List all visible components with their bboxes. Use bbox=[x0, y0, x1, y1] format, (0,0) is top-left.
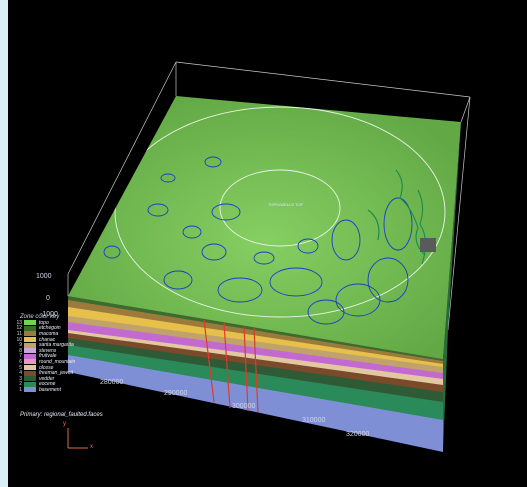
legend-item-label: freeman_jewett bbox=[39, 370, 74, 377]
legend-item-label: basement bbox=[39, 386, 61, 393]
legend-item: 8 stevens bbox=[16, 348, 126, 354]
legend-item-label: chanac bbox=[39, 336, 56, 343]
legend-item-label: santa margarita bbox=[39, 342, 74, 349]
depth-label: -1000 bbox=[40, 311, 58, 318]
axis-y-label: y bbox=[63, 421, 66, 427]
legend-item-number: 7 bbox=[19, 353, 22, 360]
legend-item: 3 vedder bbox=[16, 376, 126, 382]
legend-item-label: macoma bbox=[39, 330, 59, 337]
depth-label: 1000 bbox=[36, 273, 52, 280]
legend-item-label: olcese bbox=[39, 364, 54, 371]
depth-axis: 1000 0 -1000 bbox=[36, 273, 58, 318]
easting-tick: 320000 bbox=[346, 431, 369, 438]
primary-surface-label: Primary: regional_faulted.faces bbox=[20, 412, 103, 418]
axis-x-label: x bbox=[90, 444, 93, 450]
easting-tick: 310000 bbox=[302, 417, 325, 424]
geologic-model-scene[interactable]: TOPO/WELLS TOP 1000 0 -1000 280000 29000… bbox=[8, 0, 527, 487]
legend-swatch bbox=[24, 381, 36, 387]
legend-swatch bbox=[24, 325, 36, 331]
well-marker-label: TOPO/WELLS TOP bbox=[268, 202, 303, 207]
topography-surface[interactable]: TOPO/WELLS TOP bbox=[68, 96, 461, 359]
legend-item-number: 13 bbox=[16, 319, 22, 326]
legend-item-label: vedder bbox=[39, 375, 55, 382]
legend-item: 5 olcese bbox=[16, 365, 126, 371]
legend-swatch bbox=[24, 353, 36, 359]
axis-triad bbox=[67, 428, 88, 449]
legend-item: 10 chanac bbox=[16, 337, 126, 343]
legend-item: 2 eocene bbox=[16, 381, 126, 388]
legend-item-number: 1 bbox=[19, 386, 22, 393]
legend-swatch bbox=[24, 348, 36, 354]
legend-item-number: 6 bbox=[19, 358, 22, 365]
legend-swatch bbox=[24, 331, 36, 337]
legend-swatch bbox=[24, 365, 36, 371]
legend-item: 12 etchegoin bbox=[16, 325, 126, 332]
legend-item-label: topo bbox=[39, 319, 49, 326]
legend-item-number: 8 bbox=[19, 347, 22, 354]
easting-axis: 280000 290000 300000 310000 320000 bbox=[100, 379, 369, 438]
legend-item-label: round_mountain bbox=[39, 358, 76, 365]
zone-color-legend: Zone color key 13 topo 12 etchegoin 11 macoma… bbox=[16, 314, 126, 393]
easting-tick: 290000 bbox=[164, 390, 187, 397]
legend-swatch bbox=[24, 387, 36, 393]
legend-item-number: 9 bbox=[19, 342, 22, 349]
legend-swatch bbox=[24, 370, 36, 376]
legend-item: 13 topo bbox=[16, 320, 126, 326]
legend-swatch bbox=[24, 376, 36, 382]
depth-label: 0 bbox=[46, 295, 50, 302]
easting-tick: 280000 bbox=[100, 379, 123, 386]
legend-item-label: eocene bbox=[39, 381, 56, 388]
legend-item-label: fruitvale bbox=[39, 353, 57, 360]
legend-title: Zone color key bbox=[20, 314, 60, 320]
legend-swatch bbox=[24, 337, 36, 343]
legend-item-number: 4 bbox=[19, 370, 22, 377]
legend-item: 9 santa margarita bbox=[16, 342, 126, 348]
legend-item-number: 11 bbox=[16, 330, 22, 337]
legend-item-number: 12 bbox=[16, 325, 22, 332]
legend-item: 1 basement bbox=[16, 387, 126, 393]
legend-item-label: stevens bbox=[39, 347, 57, 354]
legend-item: 4 freeman_jewett bbox=[16, 370, 126, 376]
bounding-box bbox=[67, 61, 471, 331]
legend-swatch bbox=[24, 342, 36, 348]
3d-viewport[interactable]: TOPO/WELLS TOP 1000 0 -1000 280000 29000… bbox=[8, 0, 527, 487]
legend-item-number: 3 bbox=[19, 375, 22, 382]
legend-item: 6 round_mountain bbox=[16, 359, 126, 365]
easting-tick: 300000 bbox=[232, 403, 255, 410]
legend-swatch bbox=[24, 359, 36, 365]
legend-item-number: 5 bbox=[19, 364, 22, 371]
front-face-layers bbox=[68, 296, 443, 452]
legend-item-number: 10 bbox=[16, 336, 22, 343]
legend-item-label: etchegoin bbox=[39, 325, 61, 332]
legend-swatch bbox=[24, 320, 36, 326]
legend-item-number: 2 bbox=[19, 381, 22, 388]
legend-item: 11 macoma bbox=[16, 331, 126, 337]
legend-item: 7 fruitvale bbox=[16, 353, 126, 360]
